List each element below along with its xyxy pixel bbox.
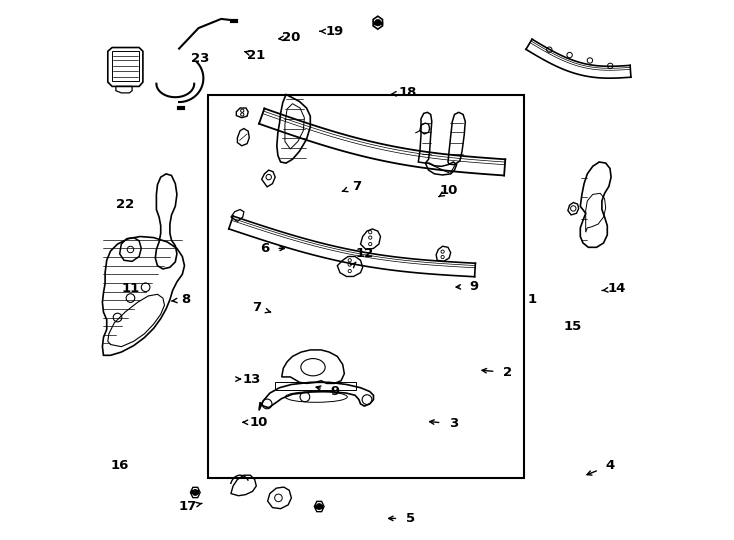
Text: 7: 7 xyxy=(252,301,261,314)
Text: 1: 1 xyxy=(527,293,537,306)
Text: 13: 13 xyxy=(243,373,261,386)
Text: 3: 3 xyxy=(448,417,458,430)
Text: 15: 15 xyxy=(563,320,581,333)
Text: 18: 18 xyxy=(399,86,417,99)
Text: 22: 22 xyxy=(116,198,134,211)
Text: 9: 9 xyxy=(469,280,479,293)
Text: 14: 14 xyxy=(607,282,625,295)
Circle shape xyxy=(374,19,381,26)
Text: 5: 5 xyxy=(406,512,415,525)
Text: 16: 16 xyxy=(111,459,129,472)
Circle shape xyxy=(192,490,198,495)
Bar xyxy=(208,94,523,478)
Polygon shape xyxy=(373,16,382,29)
Text: 2: 2 xyxy=(503,366,512,379)
Text: 21: 21 xyxy=(247,49,266,62)
Text: 7: 7 xyxy=(352,180,361,193)
Text: 6: 6 xyxy=(260,242,269,255)
Text: 12: 12 xyxy=(355,247,374,260)
Text: 8: 8 xyxy=(181,293,191,306)
Text: 11: 11 xyxy=(121,282,139,295)
Text: 4: 4 xyxy=(606,459,614,472)
Text: 10: 10 xyxy=(440,184,458,197)
Polygon shape xyxy=(314,501,324,512)
Polygon shape xyxy=(190,487,200,498)
Text: 10: 10 xyxy=(250,416,268,429)
Text: 9: 9 xyxy=(330,385,339,398)
Text: 20: 20 xyxy=(282,31,301,44)
Circle shape xyxy=(316,504,322,509)
Text: 23: 23 xyxy=(192,52,210,65)
Text: 17: 17 xyxy=(178,500,197,513)
Text: 19: 19 xyxy=(325,25,344,38)
